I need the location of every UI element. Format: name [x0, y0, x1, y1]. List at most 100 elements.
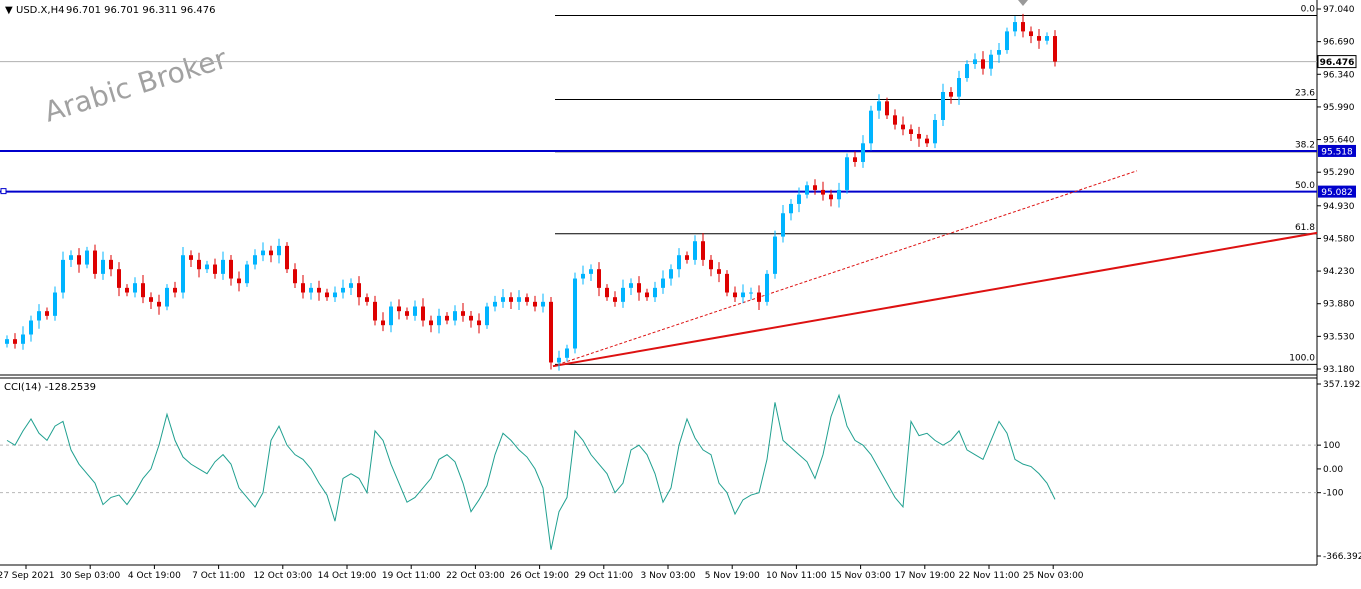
- trendlines[interactable]: [552, 170, 1318, 368]
- bull-candle-body: [453, 311, 457, 321]
- bear-candle-body: [701, 241, 705, 260]
- price-axis[interactable]: 97.040 96.690 96.340 95.990 95.640 95.290 94.9…: [1317, 5, 1357, 375]
- fib-label: 50.0: [1295, 181, 1315, 191]
- bear-candle-body: [893, 115, 897, 125]
- bull-candle-body: [165, 287, 169, 307]
- bull-candle-body: [741, 292, 745, 298]
- bear-candle-body: [45, 311, 49, 316]
- time-tick-label: 4 Oct 19:00: [128, 571, 181, 581]
- cci-title: CCI(14) -128.2539: [4, 382, 96, 393]
- bull-candle-body: [845, 157, 849, 190]
- bear-candle-body: [1053, 36, 1057, 62]
- fib-label: 100.0: [1289, 353, 1315, 363]
- bear-candle-body: [509, 297, 513, 302]
- bear-candle-body: [213, 264, 217, 274]
- bull-candle-body: [669, 269, 673, 279]
- support-trendline: [552, 231, 1318, 368]
- bear-candle-body: [397, 306, 401, 312]
- bull-candle-body: [85, 250, 89, 265]
- bull-candle-body: [805, 185, 809, 195]
- cci-indicator: [0, 393, 1317, 550]
- time-tick-label: 19 Oct 11:00: [382, 571, 441, 581]
- price-tick-label: 95.990: [1323, 103, 1355, 113]
- fib-label: 38.2: [1295, 141, 1315, 151]
- bull-candle-body: [253, 255, 257, 265]
- bear-candle-body: [645, 292, 649, 298]
- bull-candle-body: [333, 292, 337, 298]
- bull-candle-body: [261, 250, 265, 256]
- bear-candle-body: [109, 259, 113, 270]
- price-tick-label: 93.180: [1323, 365, 1355, 375]
- bull-candle-body: [557, 357, 561, 363]
- bull-candle-body: [973, 59, 977, 65]
- bull-candle-body: [957, 78, 961, 97]
- time-tick-label: 14 Oct 19:00: [318, 571, 377, 581]
- time-tick-label: 7 Oct 11:00: [192, 571, 245, 581]
- bull-candle-body: [565, 348, 569, 358]
- bull-candle-body: [749, 292, 753, 294]
- bear-candle-body: [125, 287, 129, 293]
- horizontal-levels[interactable]: 95.518 95.082: [0, 61, 1356, 199]
- time-tick-label: 3 Nov 03:00: [641, 571, 696, 581]
- bear-candle-body: [269, 250, 273, 256]
- bull-candle-body: [765, 273, 769, 302]
- bull-candle-body: [965, 64, 969, 79]
- price-tick-label: 97.040: [1323, 5, 1355, 15]
- time-tick-label: 22 Nov 11:00: [959, 571, 1020, 581]
- price-tick-label: 95.290: [1323, 168, 1355, 178]
- symbol-label: USD.X,H4: [16, 5, 64, 16]
- bull-candle-body: [869, 110, 873, 144]
- bear-candle-body: [853, 157, 857, 162]
- time-tick-label: 25 Nov 03:00: [1023, 571, 1084, 581]
- bear-candle-body: [613, 297, 617, 302]
- bull-candle-body: [309, 287, 313, 293]
- bull-candle-body: [677, 255, 681, 270]
- bull-candle-body: [245, 264, 249, 284]
- symbol-dropdown-icon[interactable]: ▼: [5, 5, 13, 16]
- time-axis[interactable]: 27 Sep 2021 30 Sep 03:00 4 Oct 19:00 7 Oct …: [0, 565, 1084, 581]
- bear-candle-body: [813, 185, 817, 190]
- chart-shift-marker-icon[interactable]: [1018, 0, 1028, 6]
- bear-candle-body: [717, 269, 721, 274]
- bear-candle-body: [421, 306, 425, 321]
- bull-candle-body: [877, 101, 881, 111]
- level-price-label: 95.518: [1321, 147, 1353, 157]
- bear-candle-body: [525, 297, 529, 302]
- bull-candle-body: [1045, 36, 1049, 41]
- bear-candle-body: [925, 138, 929, 144]
- time-tick-label: 27 Sep 2021: [0, 571, 55, 581]
- bear-candle-body: [901, 124, 905, 130]
- bull-candle-body: [573, 278, 577, 349]
- bear-candle-body: [77, 255, 81, 265]
- bull-candle-body: [5, 339, 9, 344]
- level-price-label: 95.082: [1321, 188, 1353, 198]
- bull-candle-body: [37, 311, 41, 321]
- price-tick-label: 94.930: [1323, 202, 1355, 212]
- current-price-tag: [1317, 55, 1357, 69]
- bull-candle-body: [349, 283, 353, 288]
- bear-candle-body: [197, 259, 201, 270]
- bear-candle-body: [317, 287, 321, 293]
- bull-candle-body: [861, 143, 865, 162]
- bear-candle-body: [685, 255, 689, 260]
- bear-candle-body: [429, 320, 433, 326]
- bull-candle-body: [205, 264, 209, 270]
- bear-candle-body: [13, 339, 17, 344]
- price-tick-label: 94.580: [1323, 234, 1355, 244]
- bull-candle-body: [493, 301, 497, 307]
- time-tick-label: 22 Oct 03:00: [446, 571, 505, 581]
- bear-candle-body: [141, 283, 145, 298]
- bull-candle-body: [53, 292, 57, 316]
- bear-candle-body: [709, 259, 713, 270]
- time-tick-label: 26 Oct 19:00: [510, 571, 569, 581]
- bull-candle-body: [181, 255, 185, 293]
- bear-candle-body: [917, 133, 921, 139]
- bear-candle-body: [325, 292, 329, 298]
- bear-candle-body: [301, 283, 305, 293]
- level-handle: [0, 188, 7, 195]
- fib-label: 0.0: [1301, 5, 1316, 15]
- bear-candle-body: [237, 278, 241, 284]
- bull-candle-body: [837, 189, 841, 200]
